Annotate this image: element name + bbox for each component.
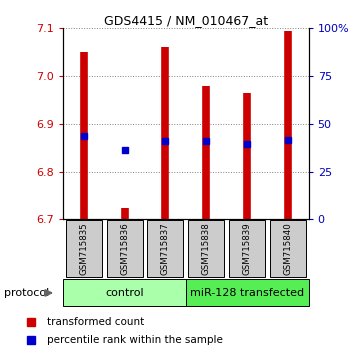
- Text: control: control: [105, 288, 144, 298]
- Text: percentile rank within the sample: percentile rank within the sample: [47, 335, 223, 345]
- Text: GSM715838: GSM715838: [202, 222, 211, 275]
- FancyBboxPatch shape: [188, 220, 225, 277]
- FancyBboxPatch shape: [270, 220, 306, 277]
- Text: GSM715836: GSM715836: [120, 222, 129, 275]
- FancyBboxPatch shape: [63, 279, 186, 307]
- Text: GSM715839: GSM715839: [243, 222, 252, 275]
- Text: miR-128 transfected: miR-128 transfected: [190, 288, 304, 298]
- Title: GDS4415 / NM_010467_at: GDS4415 / NM_010467_at: [104, 14, 268, 27]
- Text: GSM715840: GSM715840: [284, 222, 293, 275]
- Text: GSM715837: GSM715837: [161, 222, 170, 275]
- FancyBboxPatch shape: [186, 279, 309, 307]
- FancyBboxPatch shape: [66, 220, 102, 277]
- FancyBboxPatch shape: [147, 220, 183, 277]
- Text: protocol: protocol: [4, 288, 49, 298]
- FancyBboxPatch shape: [229, 220, 265, 277]
- Text: transformed count: transformed count: [47, 318, 144, 327]
- FancyBboxPatch shape: [106, 220, 143, 277]
- Text: GSM715835: GSM715835: [79, 222, 88, 275]
